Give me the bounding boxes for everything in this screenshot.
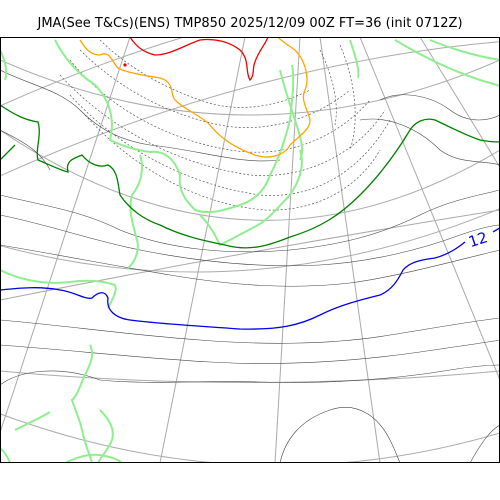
thin-isotherms (0, 69, 500, 463)
red-isotherm (129, 37, 269, 82)
map-title: JMA(See T&Cs)(ENS) TMP850 2025/12/09 00Z… (37, 16, 463, 31)
coastline-island-2 (97, 409, 114, 463)
map-frame (0, 37, 500, 463)
longitude-line (0, 37, 131, 435)
coastline-island-3 (14, 411, 51, 431)
coastline-korea (199, 149, 303, 247)
coastline-japan (279, 69, 304, 161)
latitude-line (0, 59, 500, 116)
latitude-line (0, 208, 500, 273)
blue-isotherm-tail (492, 227, 500, 233)
green-isotherm (0, 104, 500, 249)
latitude-line (0, 41, 500, 177)
coastline-kuril (394, 39, 500, 87)
orange-isotherm (79, 37, 311, 158)
temperature-map: 12 (0, 37, 500, 463)
latitude-line (0, 37, 186, 107)
blue-isotherm (0, 241, 466, 330)
coastline-mainland (54, 39, 295, 214)
coastline-peninsula (127, 154, 143, 269)
latitude-line (0, 209, 500, 301)
longitude-line (159, 37, 246, 463)
map-panel: 12 (0, 37, 500, 463)
coastline-island-5 (64, 453, 123, 463)
latitude-line (0, 129, 500, 221)
longitude-line (319, 37, 381, 463)
latitude-line (0, 370, 500, 383)
blue-isotherm-label: 12 (466, 228, 490, 251)
coastline-island-4 (0, 447, 11, 463)
green-isotherm-left (0, 144, 16, 161)
longitude-line (419, 37, 500, 169)
latitude-line (0, 413, 500, 463)
coastline-ne (429, 39, 500, 61)
coastline-left (0, 49, 8, 81)
dotted-isotherms (59, 39, 391, 211)
coastline-west-1 (0, 269, 117, 309)
graticule (0, 37, 500, 463)
coastline-island-1 (70, 344, 94, 463)
red-isotherm-dot (123, 63, 127, 67)
coastlines (0, 39, 500, 463)
coastline-sakhalin (349, 39, 360, 79)
longitude-line (359, 37, 500, 381)
